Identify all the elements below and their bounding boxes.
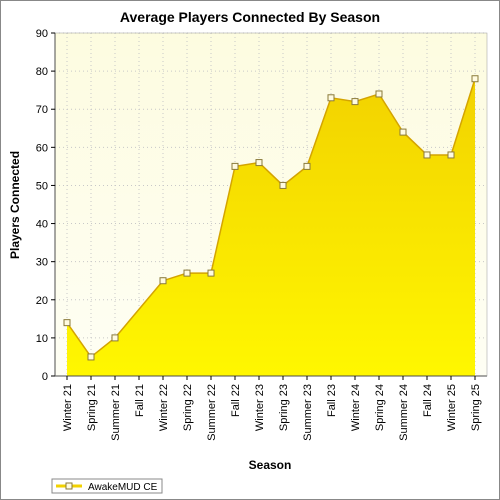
legend-label: AwakeMUD CE [88, 482, 158, 493]
y-tick-label: 30 [36, 257, 48, 269]
y-tick-label: 90 [36, 28, 48, 40]
data-point-marker [423, 151, 431, 159]
data-point-marker [399, 128, 407, 136]
data-point-marker [327, 94, 335, 102]
x-tick-label: Winter 24 [350, 384, 362, 431]
axes [51, 32, 488, 380]
y-tick-label: 10 [36, 333, 48, 345]
plot-border [54, 32, 488, 377]
x-tick-label: Fall 22 [230, 384, 242, 417]
data-point-marker [375, 90, 383, 98]
x-tick-label: Fall 21 [134, 384, 146, 417]
y-axis-title: Players Connected [8, 151, 22, 259]
data-point-marker [303, 162, 311, 170]
data-point-marker [87, 353, 95, 361]
x-tick-label: Summer 21 [110, 384, 122, 441]
y-tick-labels: 0 10 20 30 40 50 60 70 80 90 [36, 28, 48, 383]
y-tick-label: 0 [42, 371, 48, 383]
chart-title: Average Players Connected By Season [120, 9, 380, 25]
data-point-marker [63, 319, 71, 327]
data-point-marker [351, 98, 359, 106]
data-point-marker [255, 159, 263, 167]
y-tick-label: 20 [36, 295, 48, 307]
x-tick-label: Summer 24 [398, 384, 410, 441]
data-point-marker [111, 334, 119, 342]
data-point-marker [471, 75, 479, 83]
x-tick-label: Spring 22 [182, 384, 194, 431]
y-tick-label: 40 [36, 219, 48, 231]
y-tick-label: 50 [36, 180, 48, 192]
legend: AwakeMUD CE [51, 478, 163, 494]
x-tick-label: Spring 21 [86, 384, 98, 431]
x-axis-title: Season [249, 458, 292, 472]
x-tick-label: Winter 22 [158, 384, 170, 431]
y-tick-label: 80 [36, 66, 48, 78]
data-point-marker [279, 181, 287, 189]
x-tick-label: Spring 24 [374, 384, 386, 431]
x-tick-labels: Winter 21 Spring 21 Summer 21 Fall 21 Winter… [62, 384, 482, 441]
y-tick-label: 60 [36, 142, 48, 154]
legend-marker-swatch [65, 482, 73, 490]
legend-box [51, 478, 163, 494]
x-tick-label: Winter 23 [254, 384, 266, 431]
data-point-marker [447, 151, 455, 159]
y-tick-label: 70 [36, 104, 48, 116]
area-fill [67, 78, 475, 376]
x-tick-label: Spring 25 [470, 384, 482, 431]
x-tick-label: Summer 22 [206, 384, 218, 441]
data-point-marker [159, 277, 167, 285]
x-tick-label: Winter 21 [62, 384, 74, 431]
data-point-marker [231, 162, 239, 170]
x-tick-label: Spring 23 [278, 384, 290, 431]
x-tick-label: Summer 23 [302, 384, 314, 441]
data-point-marker [207, 269, 215, 277]
data-point-marker [183, 269, 191, 277]
series-markers [63, 75, 479, 361]
x-tick-label: Winter 25 [446, 384, 458, 431]
x-tick-label: Fall 24 [422, 384, 434, 417]
x-tick-label: Fall 23 [326, 384, 338, 417]
